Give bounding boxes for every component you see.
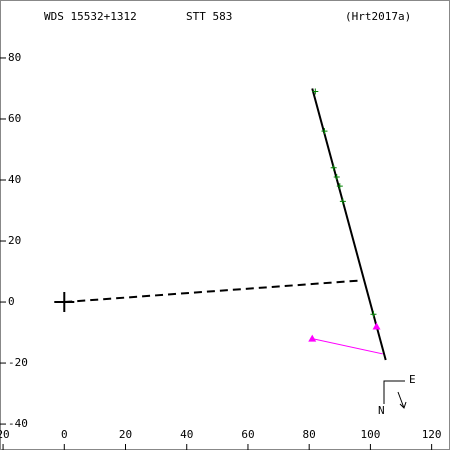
- compass-axes: [383, 380, 405, 404]
- observation: [339, 198, 346, 205]
- compass-n: N: [378, 404, 385, 417]
- x-tick-label: 40: [180, 428, 193, 441]
- x-tick-label: 120: [422, 428, 442, 441]
- wds-label: WDS 15532+1312: [44, 10, 137, 23]
- observation: [321, 128, 328, 135]
- y-tick-label: -40: [8, 417, 28, 430]
- y-tick-label: 40: [8, 173, 21, 186]
- x-tick-label: 20: [0, 428, 10, 441]
- orbit-line: [64, 279, 359, 304]
- observation: [333, 173, 340, 180]
- name-label: STT 583: [186, 10, 232, 23]
- measure: [372, 322, 381, 330]
- primary: [54, 292, 75, 313]
- observation: [312, 88, 319, 95]
- observation: [330, 164, 337, 171]
- measure: [308, 334, 317, 342]
- x-tick-label: 0: [61, 428, 68, 441]
- y-tick-label: 80: [8, 51, 21, 64]
- compass-e: E: [409, 373, 416, 386]
- compass-arrow: [397, 391, 407, 409]
- x-tick-label: 20: [119, 428, 132, 441]
- x-tick-label: 100: [360, 428, 380, 441]
- y-tick-label: 0: [8, 295, 15, 308]
- observation: [370, 311, 377, 318]
- orbit-line: [312, 338, 383, 355]
- y-tick-label: -20: [8, 356, 28, 369]
- x-tick-label: 80: [303, 428, 316, 441]
- compass: [383, 380, 407, 409]
- ref-label: (Hrt2017a): [345, 10, 411, 23]
- y-tick-label: 60: [8, 112, 21, 125]
- x-tick-label: 60: [241, 428, 254, 441]
- y-tick-label: 20: [8, 234, 21, 247]
- observation: [336, 183, 343, 190]
